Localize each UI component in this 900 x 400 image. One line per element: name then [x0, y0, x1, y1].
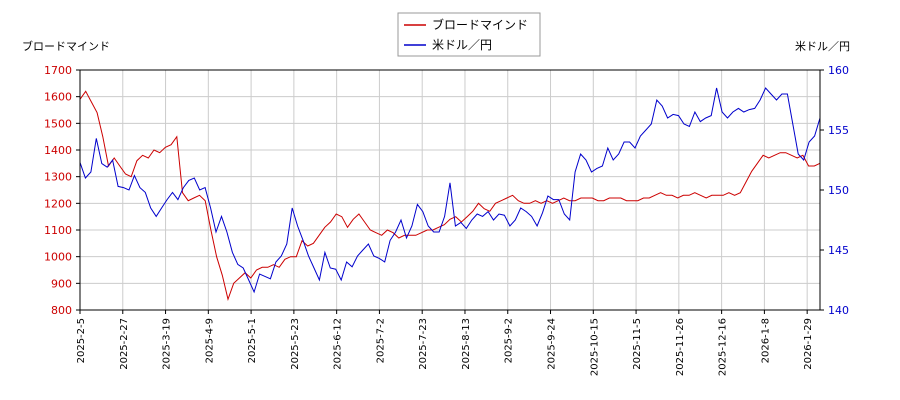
right-tick-label: 155 [828, 124, 849, 137]
x-tick-label: 2025-2-5 [76, 318, 87, 363]
series-line-broadmind [79, 90, 821, 302]
x-tick-label: 2025-8-13 [461, 318, 472, 370]
left-tick-label: 1000 [44, 251, 72, 264]
left-tick-label: 1400 [44, 144, 72, 157]
x-tick-label: 2025-11-26 [675, 318, 686, 376]
left-tick-label: 1200 [44, 197, 72, 210]
legend: ブロードマインド 米ドル／円 [397, 12, 541, 57]
left-tick-label: 1100 [44, 224, 72, 237]
x-tick-label: 2025-5-1 [247, 318, 258, 363]
x-tick-label: 2025-2-27 [119, 318, 130, 370]
legend-label-usdjpy: 米ドル／円 [432, 38, 492, 52]
x-tick-label: 2025-7-23 [418, 318, 429, 370]
left-tick-label: 1600 [44, 91, 72, 104]
x-tick-label: 2025-4-9 [204, 318, 215, 363]
left-tick-label: 900 [51, 277, 72, 290]
left-tick-label: 1500 [44, 117, 72, 130]
x-tick-label: 2025-6-12 [333, 318, 344, 370]
left-tick-label: 800 [51, 304, 72, 317]
left-tick-label: 1700 [44, 64, 72, 77]
x-tick-label: 2025-9-2 [504, 318, 515, 363]
right-tick-label: 140 [828, 304, 849, 317]
series-lines [79, 87, 821, 302]
legend-label-broadmind: ブロードマインド [432, 17, 528, 32]
x-tick-label: 2025-11-5 [632, 318, 643, 370]
right-axis-title: 米ドル／円 [795, 40, 850, 53]
axis-ticks: 800 900 1000 1100 1200 1300 1400 1500 1600 1700 14… [44, 64, 849, 376]
right-tick-label: 160 [828, 64, 849, 77]
plot-area [80, 70, 820, 310]
x-tick-label: 2025-3-19 [162, 318, 173, 370]
legend-box [397, 12, 541, 57]
series-line-usdjpy [79, 87, 821, 294]
x-tick-label: 2025-7-2 [375, 318, 386, 363]
right-tick-label: 150 [828, 184, 849, 197]
x-tick-label: 2026-1-29 [803, 318, 814, 370]
x-tick-label: 2025-9-24 [547, 318, 558, 370]
right-tick-label: 145 [828, 244, 849, 257]
left-tick-label: 1300 [44, 171, 72, 184]
x-tick-label: 2026-1-8 [760, 318, 771, 363]
x-tick-label: 2025-10-15 [589, 318, 600, 376]
x-tick-label: 2025-12-16 [718, 318, 729, 376]
x-tick-label: 2025-5-23 [290, 318, 301, 370]
left-axis-title: ブロードマインド [22, 39, 110, 53]
